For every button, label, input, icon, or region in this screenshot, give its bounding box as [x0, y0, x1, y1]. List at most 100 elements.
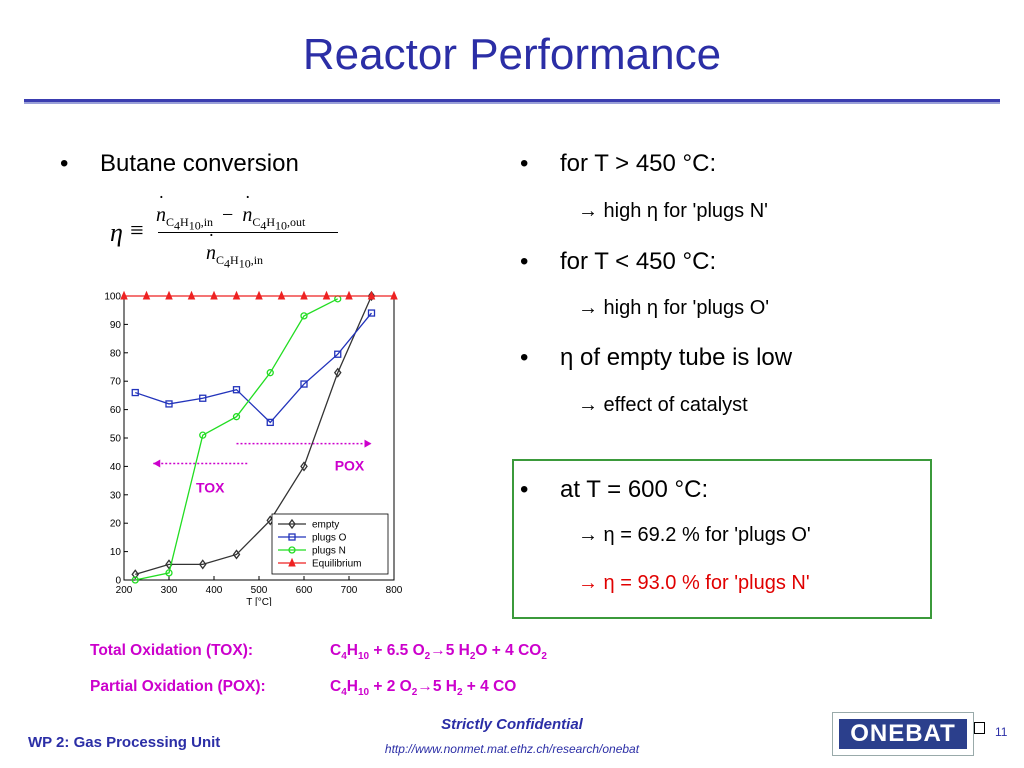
point-equilibrium [255, 290, 263, 300]
y-tick-label: 10 [110, 547, 122, 558]
point-plugs-o [232, 386, 241, 394]
sub-plugs-n-result: → η = 93.0 % for 'plugs N' [578, 572, 810, 594]
y-tick-label: 50 [110, 434, 122, 445]
logo-text: ONEBAT [839, 719, 967, 749]
bullet-low-temp: • for T < 450 °C: [520, 248, 717, 275]
bullet-text: Butane conversion [100, 150, 299, 177]
bullet-600c: • at T = 600 °C: [520, 476, 709, 503]
footer-url: http://www.nonmet.mat.ethz.ch/research/o… [384, 742, 640, 756]
page-number: 11 [995, 725, 1008, 739]
x-tick-label: 300 [161, 585, 178, 596]
point-empty [333, 367, 342, 378]
annotation-arrowhead-tox [153, 459, 161, 468]
tox-label: Total Oxidation (TOX): [90, 642, 254, 659]
bullet-butane-conversion: • Butane conversion [60, 150, 299, 178]
pox-label: Partial Oxidation (POX): [90, 678, 266, 695]
legend-label-equilibrium: Equilibrium [312, 559, 361, 570]
x-tick-label: 600 [296, 585, 313, 596]
point-plugs-o [131, 388, 139, 397]
point-plugs-n [266, 369, 274, 377]
y-tick-label: 100 [104, 292, 121, 303]
annotation-arrowhead-pox [364, 439, 372, 448]
x-tick-label: 800 [386, 585, 403, 596]
y-tick-label: 80 [110, 348, 122, 359]
x-tick-label: 700 [341, 585, 358, 596]
sub-plugs-o-result: → η = 69.2 % for 'plugs O' [578, 524, 811, 546]
point-plugs-n [165, 569, 173, 577]
legend-marker-plugs-o [288, 533, 296, 541]
point-equilibrium [210, 290, 218, 300]
point-equilibrium [367, 290, 376, 300]
point-equilibrium [390, 290, 398, 300]
point-plugs-n [232, 413, 241, 421]
x-tick-label: 400 [206, 585, 223, 596]
molar-flow-symbol: n [242, 204, 252, 226]
series-line-plugs-n [135, 298, 339, 581]
point-plugs-o [367, 309, 376, 317]
tox-equation: C4H10 + 6.5 O2→5 H2O + 4 CO2 [330, 642, 547, 663]
x-tick-label: 500 [251, 585, 268, 596]
point-equilibrium [300, 290, 308, 300]
bullet-dot: • [60, 150, 69, 177]
sub-low-temp: → high η for 'plugs O' [578, 297, 770, 319]
formula-denominator: nC4H10,in [206, 242, 263, 271]
point-equilibrium [232, 290, 241, 300]
y-tick-label: 40 [110, 462, 122, 473]
footer-confidential: Strictly Confidential [441, 716, 583, 733]
molar-flow-symbol: n [156, 204, 166, 226]
point-empty [131, 569, 140, 580]
slide-marker-icon [974, 722, 985, 734]
conversion-chart: 200 300 400 500 600 700 800 0 10 20 30 40 50 60 70 80 90… [98, 282, 410, 606]
legend-marker-plugs-n [288, 546, 296, 554]
series-line-plugs-o [135, 312, 373, 424]
result-box [512, 459, 932, 619]
point-plugs-o [165, 400, 173, 408]
pox-equation: C4H10 + 2 O2→5 H2 + 4 CO [330, 678, 517, 699]
point-empty [367, 290, 376, 302]
y-tick-label: 0 [115, 576, 121, 587]
formula-numerator: nC4H10,in − nC4H10,out [156, 204, 305, 233]
formula-equiv: ≡ [130, 218, 144, 244]
point-plugs-n [300, 312, 308, 320]
legend-marker-empty [288, 518, 296, 530]
point-empty [232, 549, 241, 560]
point-plugs-o [334, 350, 342, 358]
series-line-empty [135, 295, 373, 575]
y-tick-label: 70 [110, 377, 122, 388]
bullet-empty-tube: • η of empty tube is low [520, 344, 793, 371]
point-empty [198, 559, 207, 570]
y-tick-label: 30 [110, 490, 122, 501]
onebat-logo: ONEBAT [832, 712, 974, 756]
legend-label-plugs-n: plugs N [312, 546, 346, 557]
point-plugs-o [300, 380, 308, 388]
title-divider [24, 99, 1000, 102]
slide-title: Reactor Performance [302, 30, 722, 79]
point-empty [300, 461, 308, 472]
formula-minus: − [222, 204, 234, 226]
footer-project: WP 2: Gas Processing Unit [28, 734, 221, 751]
bullet-high-temp: • for T > 450 °C: [520, 150, 717, 177]
legend-label-plugs-o: plugs O [312, 533, 347, 544]
point-equilibrium [322, 290, 331, 300]
formula-eta: η [110, 218, 123, 247]
point-plugs-o [199, 394, 207, 402]
fraction-bar [158, 232, 338, 233]
point-equilibrium [165, 290, 173, 300]
y-tick-label: 60 [110, 405, 122, 416]
sub-empty-tube: → effect of catalyst [578, 394, 748, 416]
point-equilibrium [120, 290, 128, 300]
molar-flow-symbol: n [206, 242, 216, 264]
legend-marker-equilibrium [288, 557, 296, 567]
point-plugs-n [199, 431, 207, 439]
legend-label-empty: empty [312, 520, 339, 531]
point-equilibrium [277, 290, 286, 300]
sub-high-temp: → high η for 'plugs N' [578, 200, 768, 222]
point-equilibrium [142, 290, 151, 300]
annotation-label-tox: TOX [196, 480, 225, 496]
point-plugs-n [131, 576, 139, 584]
x-axis-label: T [°C] [246, 597, 272, 606]
point-equilibrium [345, 290, 353, 300]
x-tick-label: 200 [116, 585, 133, 596]
y-tick-label: 90 [110, 320, 122, 331]
y-tick-label: 20 [110, 519, 122, 530]
